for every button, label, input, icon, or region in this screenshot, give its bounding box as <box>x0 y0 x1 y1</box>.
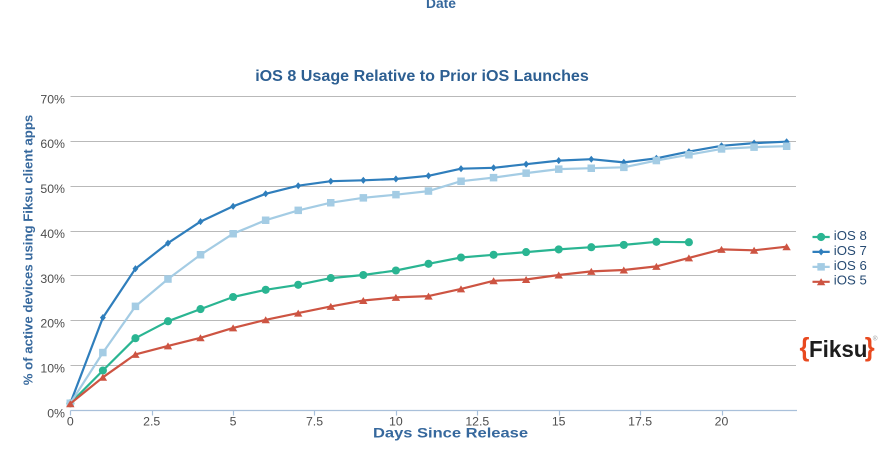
svg-text:12.5: 12.5 <box>465 414 489 428</box>
svg-text:®: ® <box>873 335 878 343</box>
svg-text:50%: 50% <box>40 182 65 196</box>
svg-text:{: { <box>800 334 810 362</box>
svg-text:0: 0 <box>67 414 74 428</box>
svg-text:40%: 40% <box>40 227 65 241</box>
svg-text:2.5: 2.5 <box>143 414 160 428</box>
svg-text:% of active devices using Fiks: % of active devices using Fiksu client a… <box>21 115 36 385</box>
svg-text:Days Since Release: Days Since Release <box>373 425 528 441</box>
svg-text:iOS 8 Usage Relative to Prior: iOS 8 Usage Relative to Prior iOS Launch… <box>255 67 589 85</box>
svg-text:10: 10 <box>389 414 403 428</box>
svg-text:70%: 70% <box>40 92 65 106</box>
svg-text:20%: 20% <box>40 317 65 331</box>
svg-text:Fiksu: Fiksu <box>809 336 868 362</box>
svg-text:20: 20 <box>715 414 729 428</box>
svg-text:Date: Date <box>426 0 456 11</box>
svg-text:7.5: 7.5 <box>306 414 323 428</box>
svg-text:15: 15 <box>552 414 566 428</box>
svg-text:}: } <box>865 334 875 362</box>
svg-text:30%: 30% <box>40 272 65 286</box>
svg-text:iOS 7: iOS 7 <box>834 243 867 258</box>
svg-text:10%: 10% <box>40 362 65 376</box>
svg-text:60%: 60% <box>40 137 65 151</box>
svg-text:iOS 5: iOS 5 <box>834 273 867 288</box>
svg-text:0%: 0% <box>47 406 65 420</box>
svg-text:iOS 6: iOS 6 <box>834 258 867 273</box>
svg-text:5: 5 <box>230 414 237 428</box>
svg-text:17.5: 17.5 <box>628 414 652 428</box>
svg-text:iOS 8: iOS 8 <box>834 228 867 243</box>
